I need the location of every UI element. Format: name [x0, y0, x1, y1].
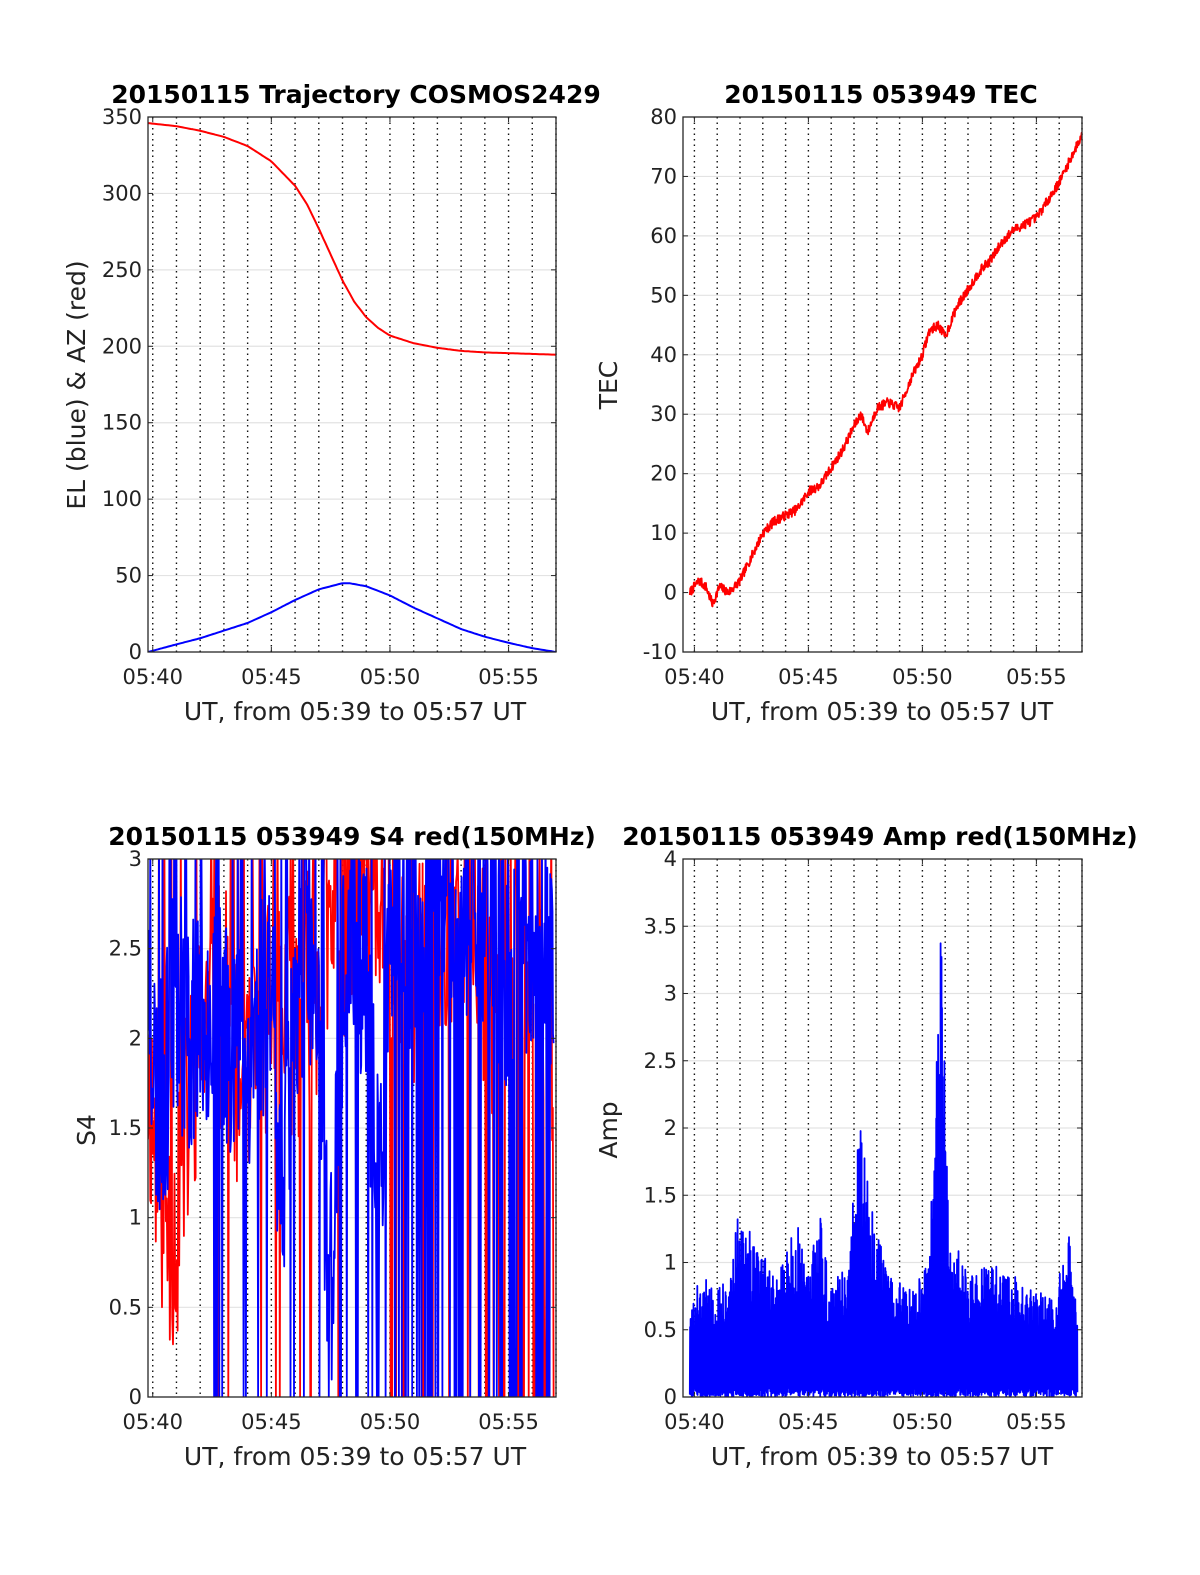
- s4-ytick-label-2: 1: [129, 1206, 142, 1230]
- amp-xtick-label-3: 05:55: [1006, 1410, 1067, 1434]
- trajectory-ytick-label-3: 150: [102, 411, 142, 435]
- trajectory-series-line-0: [148, 122, 556, 356]
- amp-ylabel: Amp: [594, 1101, 623, 1158]
- amp-ytick-label-4: 2: [664, 1116, 677, 1140]
- panel-trajectory: 20150115 Trajectory COSMOS2429 0 50 100 150…: [62, 80, 601, 726]
- tec-ytick-label-0: -10: [643, 640, 677, 664]
- tec-series: [688, 131, 1082, 608]
- s4-series: [148, 859, 555, 1397]
- tec-ylabel: TEC: [594, 361, 623, 411]
- tec-series-line-0: [688, 131, 1082, 608]
- amp-ticks: 0 0.5 1 1.5 2 2.5 3 3.5 4 05:40 05:45 05:50 05:55: [644, 847, 1082, 1434]
- trajectory-ticks: 0 50 100 150 200 250 300 350 05:40 05:45 05:50 05:5…: [102, 105, 556, 689]
- amp-xlabel: UT, from 05:39 to 05:57 UT: [711, 1442, 1054, 1471]
- s4-ytick-label-3: 1.5: [109, 1116, 142, 1140]
- tec-ytick-label-9: 80: [650, 105, 677, 129]
- trajectory-ytick-label-4: 200: [102, 334, 142, 358]
- amp-xtick-label-2: 05:50: [892, 1410, 953, 1434]
- amp-ytick-label-6: 3: [664, 982, 677, 1006]
- s4-series-line-1: [148, 859, 555, 1397]
- trajectory-plot-area: [148, 117, 556, 652]
- s4-ticks: 0 0.5 1 1.5 2 2.5 3 05:40 05:45 05:50 05:55: [109, 847, 556, 1434]
- tec-xtick-label-2: 05:50: [892, 665, 953, 689]
- s4-xtick-label-1: 05:45: [241, 1410, 302, 1434]
- tec-ytick-label-8: 70: [650, 164, 677, 188]
- amp-ytick-label-3: 1.5: [644, 1183, 677, 1207]
- s4-ytick-label-6: 3: [129, 847, 142, 871]
- s4-ytick-label-0: 0: [129, 1385, 142, 1409]
- trajectory-ylabel: EL (blue) & AZ (red): [62, 260, 91, 509]
- amp-xtick-label-0: 05:40: [664, 1410, 725, 1434]
- tec-ticks: -10 0 10 20 30 40 50 60 70 80 05:40 05:45 05:50 05:55: [643, 105, 1082, 689]
- trajectory-xtick-label-2: 05:50: [360, 665, 421, 689]
- s4-title: 20150115 053949 S4 red(150MHz): [108, 822, 596, 851]
- tec-ytick-label-5: 40: [650, 343, 677, 367]
- tec-xtick-label-3: 05:55: [1006, 665, 1067, 689]
- s4-ylabel: S4: [72, 1114, 101, 1146]
- s4-ytick-label-1: 0.5: [109, 1295, 142, 1319]
- tec-ytick-label-3: 20: [650, 462, 677, 486]
- trajectory-xtick-label-3: 05:55: [478, 665, 539, 689]
- amp-ytick-label-1: 0.5: [644, 1318, 677, 1342]
- s4-xlabel: UT, from 05:39 to 05:57 UT: [184, 1442, 527, 1471]
- tec-title: 20150115 053949 TEC: [724, 80, 1037, 109]
- trajectory-ytick-label-7: 350: [102, 105, 142, 129]
- tec-xlabel: UT, from 05:39 to 05:57 UT: [711, 697, 1054, 726]
- trajectory-ytick-label-2: 100: [102, 487, 142, 511]
- trajectory-xtick-label-0: 05:40: [122, 665, 183, 689]
- s4-ytick-label-5: 2.5: [109, 937, 142, 961]
- s4-xtick-label-2: 05:50: [360, 1410, 421, 1434]
- panel-amp: 0 0.5 1 1.5 2 2.5 3 3.5 4 05:40 05:45 05:50 05:55 20…: [594, 822, 1138, 1471]
- tec-ytick-label-2: 10: [650, 521, 677, 545]
- tec-grid: [683, 117, 1083, 652]
- trajectory-ytick-label-0: 0: [129, 640, 142, 664]
- tec-ytick-label-6: 50: [650, 283, 677, 307]
- tec-ytick-label-1: 0: [664, 581, 677, 605]
- amp-ytick-label-8: 4: [664, 847, 677, 871]
- s4-xtick-label-3: 05:55: [478, 1410, 539, 1434]
- tec-ytick-label-7: 60: [650, 224, 677, 248]
- tec-xtick-label-0: 05:40: [664, 665, 725, 689]
- panel-s4: 0 0.5 1 1.5 2 2.5 3 05:40 05:45 05:50 05:55 201501…: [72, 822, 596, 1471]
- amp-ytick-label-7: 3.5: [644, 914, 677, 938]
- trajectory-axes-box: [147, 116, 557, 653]
- trajectory-xlabel: UT, from 05:39 to 05:57 UT: [184, 697, 527, 726]
- amp-ytick-label-0: 0: [664, 1385, 677, 1409]
- trajectory-title: 20150115 Trajectory COSMOS2429: [111, 80, 601, 109]
- trajectory-ytick-label-5: 250: [102, 258, 142, 282]
- trajectory-series: [148, 122, 556, 652]
- panel-tec: 20150115 053949 TEC -10 0 10 20 30 40 50 60 70 80…: [594, 80, 1083, 726]
- s4-ytick-label-4: 2: [129, 1026, 142, 1050]
- tec-xtick-label-1: 05:45: [778, 665, 839, 689]
- trajectory-ytick-label-6: 300: [102, 181, 142, 205]
- trajectory-xtick-label-1: 05:45: [241, 665, 302, 689]
- s4-xtick-label-0: 05:40: [122, 1410, 183, 1434]
- amp-ytick-label-2: 1: [664, 1251, 677, 1275]
- amp-title: 20150115 053949 Amp red(150MHz): [622, 822, 1138, 851]
- trajectory-grid: [148, 117, 557, 652]
- amp-xtick-label-1: 05:45: [778, 1410, 839, 1434]
- amp-ytick-label-5: 2.5: [644, 1049, 677, 1073]
- trajectory-ytick-label-1: 50: [115, 564, 142, 588]
- trajectory-series-line-1: [148, 582, 556, 652]
- tec-ytick-label-4: 30: [650, 402, 677, 426]
- tec-axes-box: [682, 116, 1083, 653]
